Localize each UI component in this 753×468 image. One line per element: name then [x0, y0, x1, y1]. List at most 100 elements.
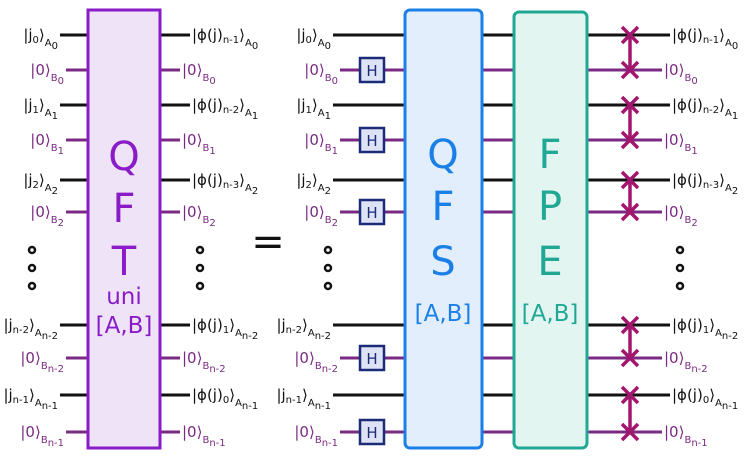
left-input-ket-0-sub: 0 — [33, 35, 39, 46]
left-output-ket-1-regsub: 0 — [209, 76, 215, 87]
right-input-ket-0-regsub: 0 — [325, 41, 331, 52]
left-input-ket-4-tail: ⟩ — [39, 171, 45, 189]
left-input-ket-2-regsub: 1 — [52, 111, 58, 122]
left-output-ket-7-reg: B — [202, 361, 209, 372]
swap-gate — [620, 170, 640, 222]
right-output-ket-0-sub: n-1 — [703, 35, 719, 46]
fpe-register-label: [A,B] — [522, 301, 579, 327]
hadamard-gate: H — [358, 126, 386, 154]
right-output-ket-5-regsub: 2 — [691, 218, 697, 229]
right-output-wires — [587, 33, 670, 434]
left-input-ket-6-sub: n-2 — [13, 325, 29, 336]
left-input-ket-5-reg: B — [51, 215, 58, 226]
right-input-ket-3-main: |0⟩ — [304, 131, 324, 149]
fpe-box-labels: F P E [A,B] — [522, 132, 579, 327]
left-output-ket-9-reg: B — [202, 435, 209, 446]
right-input-ket-3: |0⟩B1 — [304, 131, 338, 157]
hadamard-label: H — [366, 204, 377, 222]
right-input-ket-2: |j1⟩A1 — [296, 96, 331, 122]
hadamard-gate: H — [358, 418, 386, 446]
right-input-ket-8: |jn-1⟩An-1 — [276, 386, 331, 412]
qft-box-labels: Q F T uni [A,B] — [96, 134, 153, 339]
left-input-ket-6-reg: A — [35, 328, 42, 339]
right-output-ket-6: |ϕ(j)1⟩An-2 — [672, 316, 738, 342]
left-output-ket-2: |ϕ(j)n-2⟩A1 — [192, 96, 258, 122]
right-output-ket-8-regsub: n-1 — [722, 401, 738, 412]
left-input-ket-8: |jn-1⟩An-1 — [3, 386, 58, 412]
left-output-ket-0-main: |ϕ(j) — [192, 26, 223, 44]
left-output-ket-6-main: |ϕ(j) — [192, 316, 223, 334]
right-output-ket-4: |ϕ(j)n-3⟩A2 — [672, 171, 738, 197]
left-input-ket-9-regsub: n-1 — [48, 438, 64, 449]
right-output-ket-7: |0⟩Bn-2 — [664, 349, 708, 375]
right-output-ket-3-reg: B — [684, 143, 691, 154]
left-output-ket-4: |ϕ(j)n-3⟩A2 — [192, 171, 258, 197]
hadamard-label: H — [366, 62, 377, 80]
right-output-ket-6-tail: ⟩ — [709, 316, 715, 334]
right-output-ket-7-regsub: n-2 — [691, 364, 707, 375]
left-output-labels: |ϕ(j)n-1⟩A0|0⟩B0|ϕ(j)n-2⟩A1|0⟩B1|ϕ(j)n-3… — [182, 26, 258, 449]
left-input-ket-3: |0⟩B1 — [30, 131, 64, 157]
left-output-ket-3-main: |0⟩ — [182, 131, 202, 149]
left-output-ket-7: |0⟩Bn-2 — [182, 349, 226, 375]
left-output-ket-4-regsub: 2 — [252, 186, 258, 197]
right-output-ket-2-tail: ⟩ — [719, 96, 725, 114]
right-output-ket-5-reg: B — [684, 215, 691, 226]
qft-uni-label: uni — [106, 284, 142, 310]
right-input-ket-2-regsub: 1 — [325, 111, 331, 122]
right-output-ket-2: |ϕ(j)n-2⟩A1 — [672, 96, 738, 122]
left-output-ket-2-reg: A — [245, 108, 252, 119]
swap-gates — [620, 25, 640, 442]
qft-letter-t: T — [111, 239, 137, 285]
left-output-ket-5-reg: B — [202, 215, 209, 226]
left-output-ket-7-regsub: n-2 — [209, 364, 225, 375]
hadamard-gate: H — [358, 56, 386, 84]
right-input-ket-9-regsub: n-1 — [322, 438, 338, 449]
left-input-labels: |j0⟩A0|0⟩B0|j1⟩A1|0⟩B1|j2⟩A2|0⟩B2|jn-2⟩A… — [3, 26, 64, 449]
left-output-ket-3-regsub: 1 — [209, 146, 215, 157]
left-output-ket-1-reg: B — [202, 73, 209, 84]
right-output-ket-6-reg: A — [715, 328, 722, 339]
right-input-ket-0-tail: ⟩ — [312, 26, 318, 44]
right-input-ket-0: |j0⟩A0 — [296, 26, 331, 52]
right-input-ket-7-regsub: n-2 — [322, 364, 338, 375]
right-output-ket-1-reg: B — [684, 73, 691, 84]
qfs-letter-s: S — [430, 239, 455, 285]
qft-letter-q: Q — [108, 134, 139, 180]
hadamard-label: H — [366, 424, 377, 442]
right-output-ket-9-regsub: n-1 — [691, 438, 707, 449]
qfs-letter-f: F — [431, 184, 454, 230]
right-input-ket-8-main: |j — [276, 386, 285, 404]
left-output-wires — [160, 33, 190, 434]
middle-wires — [482, 33, 514, 434]
right-input-ket-2-main: |j — [296, 96, 305, 114]
left-circuit: Q F T uni [A,B] |j0⟩A0|0⟩B0|j1⟩A1|0⟩B1|j… — [3, 8, 258, 450]
right-input-ket-4-sub: 2 — [306, 180, 312, 191]
left-input-ket-8-reg: A — [35, 398, 42, 409]
left-input-ket-1-main: |0⟩ — [30, 61, 50, 79]
swap-gate — [620, 385, 640, 442]
left-output-ket-8-reg: A — [235, 398, 242, 409]
left-output-ket-4-reg: A — [245, 183, 252, 194]
left-output-ellipsis — [195, 245, 205, 291]
right-input-ket-5-main: |0⟩ — [304, 203, 324, 221]
right-output-ket-8-main: |ϕ(j) — [672, 386, 703, 404]
left-input-ket-3-regsub: 1 — [58, 146, 64, 157]
right-input-ket-1-regsub: 0 — [332, 76, 338, 87]
right-input-ket-9-main: |0⟩ — [294, 423, 314, 441]
fpe-letter-f: F — [538, 132, 561, 178]
right-output-ket-4-reg: A — [725, 183, 732, 194]
left-output-ket-9: |0⟩Bn-1 — [182, 423, 226, 449]
right-output-ket-0: |ϕ(j)n-1⟩A0 — [672, 26, 738, 52]
left-output-ket-8-regsub: n-1 — [242, 401, 258, 412]
left-output-ket-8-main: |ϕ(j) — [192, 386, 223, 404]
hadamard-label: H — [366, 350, 377, 368]
left-input-ket-2-tail: ⟩ — [39, 96, 45, 114]
left-output-ket-0-reg: A — [245, 38, 252, 49]
hadamard-gate: H — [358, 198, 386, 226]
hadamard-label: H — [366, 132, 377, 150]
left-output-ket-8-tail: ⟩ — [229, 386, 235, 404]
left-input-ket-5-main: |0⟩ — [30, 203, 50, 221]
left-input-ket-8-main: |j — [3, 386, 12, 404]
right-output-ket-2-regsub: 1 — [732, 111, 738, 122]
